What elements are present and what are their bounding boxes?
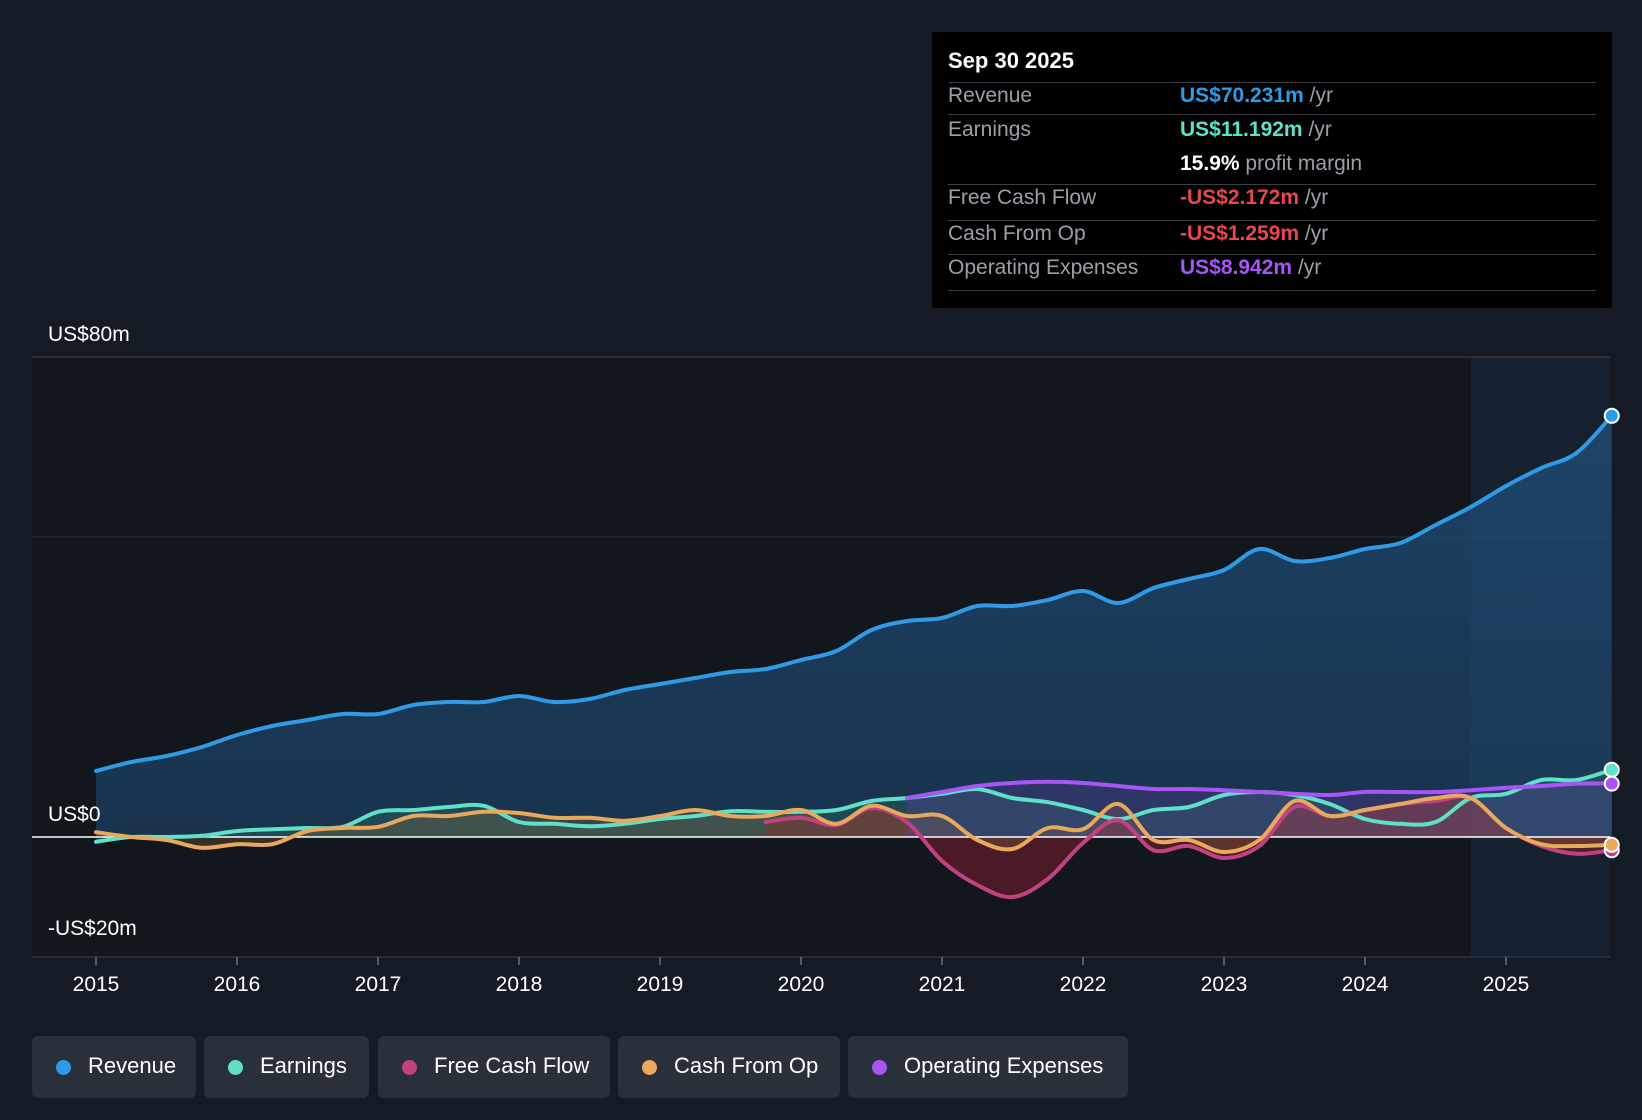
tooltip-revenue-value: US$70.231m /yr — [1180, 84, 1333, 107]
x-tick-label: 2024 — [1342, 973, 1389, 996]
x-tick-label: 2023 — [1201, 973, 1248, 996]
legend-item-revenue[interactable]: Revenue — [32, 1036, 196, 1098]
legend-item-operating-expenses[interactable]: Operating Expenses — [848, 1036, 1128, 1098]
legend-item-earnings[interactable]: Earnings — [204, 1036, 369, 1098]
tooltip-divider — [948, 220, 1596, 221]
legend-dot-icon — [642, 1060, 657, 1075]
cash-from-op-endpoint[interactable] — [1603, 836, 1620, 853]
revenue-line[interactable] — [94, 413, 1614, 773]
x-tick-label: 2021 — [919, 973, 966, 996]
x-tick-label: 2020 — [778, 973, 825, 996]
legend-label: Cash From Op — [674, 1053, 819, 1078]
tooltip-label: Revenue — [948, 84, 1033, 107]
x-tick-label: 2018 — [496, 973, 543, 996]
operating-expenses-line[interactable] — [904, 779, 1614, 800]
legend-dot-icon — [56, 1060, 71, 1075]
legend-dot-icon — [228, 1060, 243, 1075]
legend-label: Earnings — [260, 1053, 347, 1078]
y-tick-label: US$80m — [48, 323, 130, 346]
tooltip-divider — [948, 82, 1596, 83]
tooltip-panel: Sep 30 2025 Revenue US$70.231m /yr Earni… — [932, 32, 1612, 308]
tooltip-opex-value: US$8.942m /yr — [1180, 256, 1322, 279]
tooltip-row-opex: Operating Expenses US$8.942m /yr — [948, 252, 1596, 286]
x-tick-label: 2019 — [637, 973, 684, 996]
legend-label: Operating Expenses — [904, 1053, 1104, 1078]
tooltip-label: Operating Expenses — [948, 256, 1139, 279]
tooltip-fcf-value: -US$2.172m /yr — [1180, 186, 1329, 209]
legend-label: Free Cash Flow — [434, 1053, 590, 1078]
legend-dot-icon — [872, 1060, 887, 1075]
legend-dot-icon — [402, 1060, 417, 1075]
x-tick-label: 2022 — [1060, 973, 1107, 996]
tooltip-earnings-value: US$11.192m /yr — [1180, 118, 1332, 141]
tooltip-label: Earnings — [948, 118, 1031, 141]
y-axis: US$80m US$0 -US$20m — [48, 323, 137, 940]
revenue-endpoint[interactable] — [1603, 407, 1620, 424]
tooltip-row-cfo: Cash From Op -US$1.259m /yr — [948, 218, 1596, 252]
tooltip-row-earnings: Earnings US$11.192m /yr — [948, 114, 1596, 148]
x-tick-label: 2017 — [355, 973, 402, 996]
free-cash-flow-area — [765, 796, 1612, 898]
tooltip-label: Free Cash Flow — [948, 186, 1097, 209]
operating-expenses-endpoint[interactable] — [1603, 775, 1620, 792]
y-tick-label: -US$20m — [48, 917, 137, 940]
x-tick-label: 2025 — [1483, 973, 1530, 996]
revenue-area — [96, 415, 1612, 837]
series-endpoints — [1603, 407, 1620, 859]
tooltip-divider — [948, 114, 1596, 115]
tooltip-row-revenue: Revenue US$70.231m /yr — [948, 80, 1596, 114]
series-lines — [94, 413, 1614, 900]
tooltip-row-fcf: Free Cash Flow -US$2.172m /yr — [948, 182, 1596, 216]
legend-item-free-cash-flow[interactable]: Free Cash Flow — [378, 1036, 610, 1098]
cash-from-op-area — [96, 795, 1612, 852]
tooltip-label: Cash From Op — [948, 222, 1086, 245]
tooltip-divider — [948, 184, 1596, 185]
tooltip-row-margin: 15.9% profit margin — [948, 148, 1596, 182]
x-tick-label: 2016 — [214, 973, 261, 996]
legend-label: Revenue — [88, 1053, 177, 1078]
legend-item-cash-from-op[interactable]: Cash From Op — [618, 1036, 840, 1098]
x-axis: 2015 2016 2017 2018 2019 2020 2021 2022 2023 2024… — [73, 957, 1530, 996]
tooltip-margin-value: 15.9% profit margin — [1180, 152, 1363, 175]
y-tick-label: US$0 — [48, 803, 101, 826]
tooltip-cfo-value: -US$1.259m /yr — [1180, 222, 1329, 245]
tooltip-divider — [948, 254, 1596, 255]
cash-from-op-line[interactable] — [94, 793, 1614, 854]
tooltip-divider — [948, 290, 1596, 291]
tooltip-date: Sep 30 2025 — [948, 48, 1074, 73]
x-tick-label: 2015 — [73, 973, 120, 996]
earnings-endpoint[interactable] — [1603, 761, 1620, 778]
